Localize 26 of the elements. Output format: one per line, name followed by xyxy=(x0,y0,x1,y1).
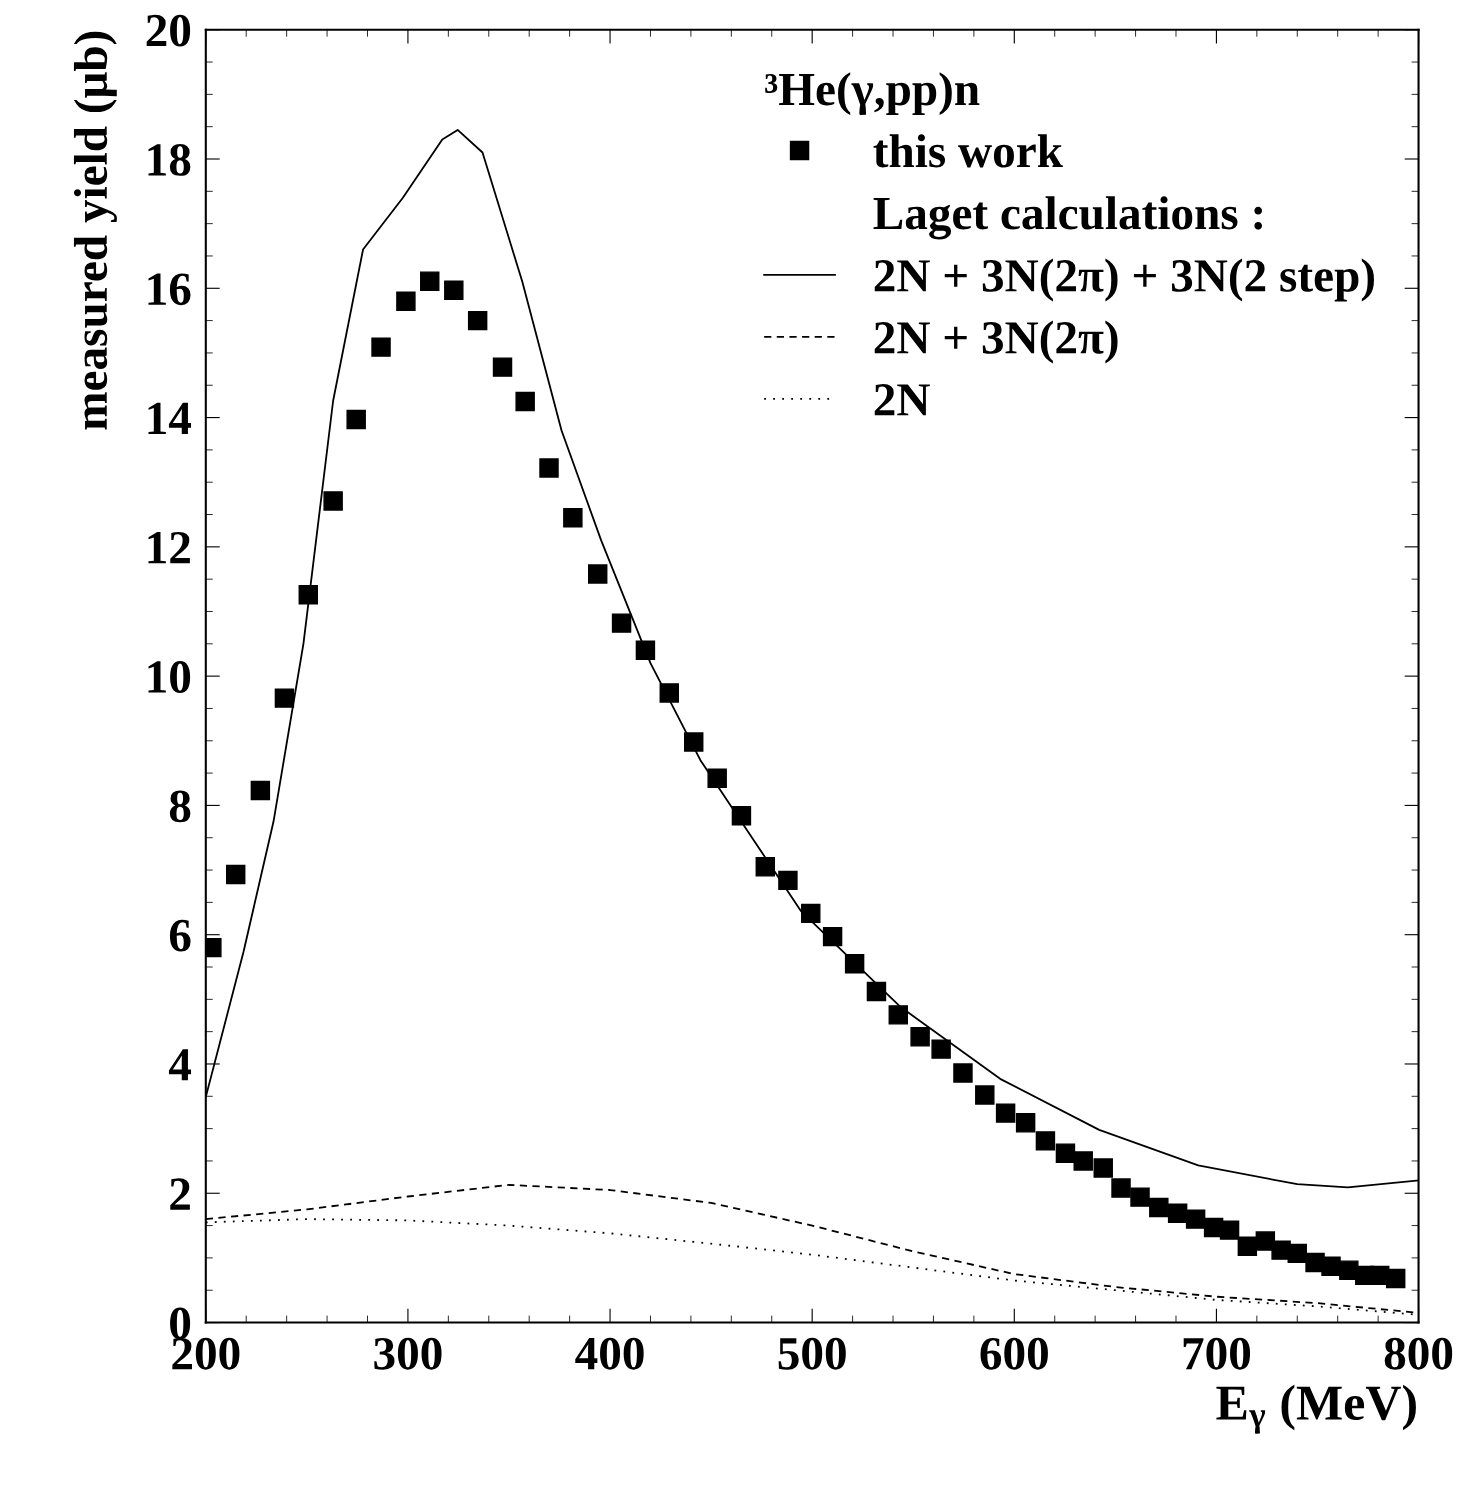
y-axis-title: measured yield (μb) xyxy=(73,31,117,430)
y-tick-label: 12 xyxy=(148,531,190,564)
x-tick-label: 200 xyxy=(172,1337,240,1370)
y-tick-label: 8 xyxy=(169,790,191,823)
legend-label: 2N + 3N(2π) + 3N(2 step) xyxy=(874,258,1374,302)
x-tick-label: 400 xyxy=(575,1337,644,1370)
x-tick-label: 800 xyxy=(1384,1337,1453,1370)
x-tick-label: 600 xyxy=(980,1337,1048,1370)
y-tick-label: 0 xyxy=(170,1307,191,1340)
y-tick-label: 16 xyxy=(148,273,191,306)
y-tick-label: 18 xyxy=(148,143,191,176)
x-tick-label: 500 xyxy=(778,1337,846,1370)
annotation: Laget calculations : xyxy=(873,196,1263,240)
y-tick-label: 14 xyxy=(148,402,192,434)
legend-label: this work xyxy=(873,134,1063,168)
y-tick-label: 6 xyxy=(169,919,191,952)
y-tick-label: 4 xyxy=(168,1049,192,1081)
legend-title: ³He(γ,pp)n xyxy=(765,72,980,116)
y-tick-label: 10 xyxy=(148,661,191,693)
x-tick-label: 700 xyxy=(1183,1337,1251,1370)
legend-label: 2N xyxy=(874,384,930,416)
x-axis-title: E$_{γ}$ (MeV) xyxy=(1216,1384,1416,1434)
y-tick-label: 2 xyxy=(170,1178,190,1210)
y-tick-label: 20 xyxy=(146,14,191,47)
legend-label: 2N + 3N(2π) xyxy=(874,320,1118,364)
x-tick-label: 300 xyxy=(374,1337,442,1370)
